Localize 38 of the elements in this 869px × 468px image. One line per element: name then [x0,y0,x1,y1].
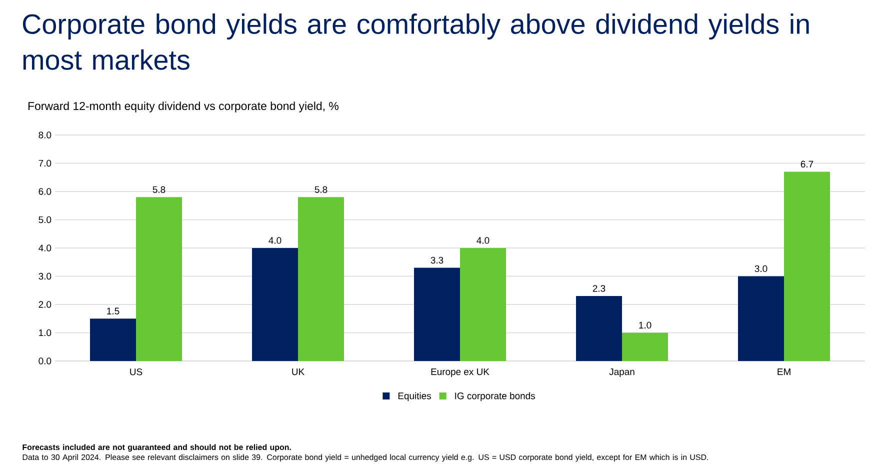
x-tick-label: US [130,368,142,376]
legend-label: IG corporate bonds [455,392,535,402]
y-tick-label: 0.0 [38,358,52,364]
data-label: 6.7 [800,160,814,168]
bar [622,332,668,361]
data-label: 1.5 [107,308,120,314]
data-label: 3.3 [430,256,444,264]
x-tick-label: EM [778,368,790,376]
x-tick-label: Europe ex UK [431,368,490,377]
y-tick-label: 4.0 [38,244,52,252]
data-label: 3.0 [754,265,768,272]
data-label: 4.0 [268,237,282,244]
data-label: 5.8 [314,186,328,193]
data-label: 5.8 [152,186,166,193]
data-label: 4.0 [476,237,490,244]
bar [136,197,182,361]
bar [460,248,506,361]
bar [784,172,830,361]
data-label: 1.0 [639,322,652,329]
legend-label: Equities [398,392,431,402]
bar [414,268,460,361]
data-label: 2.3 [592,285,606,292]
x-tick-label: UK [292,368,304,376]
y-tick-label: 3.0 [38,272,52,280]
bar [576,296,622,361]
chart-subtitle: Forward 12-month equity dividend vs corporate bond yield, % [28,102,338,112]
y-tick-label: 8.0 [38,132,52,138]
y-tick-label: 2.0 [38,301,52,308]
y-tick-label: 6.0 [38,188,52,195]
bar [90,318,136,361]
y-tick-label: 5.0 [38,216,52,224]
y-tick-label: 1.0 [39,329,52,336]
bar [738,276,784,361]
x-tick-label: Japan [609,368,634,377]
bar [298,197,344,361]
chart-title: Corporate bond yields are comfortably above dividend yields in most markets [22,14,809,70]
y-tick-label: 7.0 [38,160,52,167]
bar [252,248,298,361]
